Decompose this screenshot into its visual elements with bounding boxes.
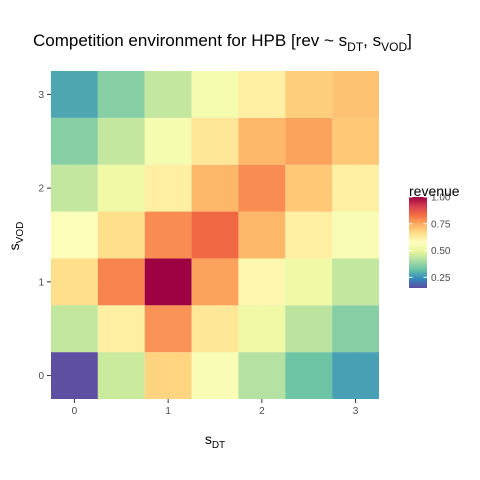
- chart-title-sub-dt: DT: [347, 40, 364, 54]
- heatmap-cell: [98, 352, 145, 399]
- heatmap-cell: [145, 258, 192, 305]
- legend-tick-label: 1.00: [431, 193, 451, 204]
- x-axis: 0 1 2 3: [72, 399, 359, 417]
- x-axis-title-main: s: [205, 431, 212, 447]
- chart-title-main: Competition environment for HPB [rev ~ s: [33, 31, 347, 50]
- heatmap-cells: [51, 71, 379, 399]
- heatmap-cell: [145, 118, 192, 165]
- heatmap-cell: [98, 212, 145, 259]
- chart-title: Competition environment for HPB [rev ~ s…: [33, 31, 412, 54]
- heatmap-cell: [332, 352, 379, 399]
- legend-tick-label: 0.75: [431, 219, 451, 230]
- heatmap-cell: [145, 352, 192, 399]
- x-tick-label: 2: [259, 406, 265, 417]
- heatmap-cell: [51, 305, 98, 352]
- legend-colorbar: [409, 197, 427, 288]
- heatmap-cell: [285, 305, 332, 352]
- heatmap-cell: [332, 258, 379, 305]
- chart-title-end: ]: [407, 31, 412, 50]
- heatmap-cell: [98, 305, 145, 352]
- x-tick-label: 0: [72, 406, 78, 417]
- chart-title-sub-vod: VOD: [381, 40, 407, 54]
- heatmap-cell: [285, 352, 332, 399]
- y-tick-label: 3: [38, 90, 44, 101]
- heatmap-cell: [192, 352, 239, 399]
- y-axis-title-sub: VOD: [15, 222, 26, 244]
- heatmap-cell: [332, 305, 379, 352]
- legend-tick-label: 0.50: [431, 246, 451, 257]
- heatmap-cell: [238, 305, 285, 352]
- heatmap-cell: [238, 258, 285, 305]
- chart-title-mid: , s: [363, 31, 381, 50]
- heatmap-cell: [285, 165, 332, 212]
- heatmap-cell: [51, 258, 98, 305]
- heatmap-cell: [285, 212, 332, 259]
- heatmap-cell: [145, 165, 192, 212]
- heatmap-cell: [332, 165, 379, 212]
- heatmap-cell: [98, 71, 145, 118]
- heatmap-cell: [51, 165, 98, 212]
- heatmap-cell: [332, 71, 379, 118]
- heatmap-cell: [192, 165, 239, 212]
- x-tick-label: 3: [353, 406, 359, 417]
- heatmap-cell: [98, 165, 145, 212]
- heatmap-cell: [285, 258, 332, 305]
- heatmap-cell: [238, 352, 285, 399]
- heatmap-cell: [238, 71, 285, 118]
- y-axis-title: sVOD: [6, 222, 26, 251]
- y-tick-label: 1: [38, 277, 44, 288]
- color-legend: revenue 0.250.500.751.00: [409, 183, 460, 288]
- heatmap-cell: [145, 305, 192, 352]
- y-tick-label: 2: [38, 184, 44, 195]
- x-axis-title-sub: DT: [212, 440, 225, 451]
- heatmap-cell: [192, 258, 239, 305]
- heatmap-cell: [145, 71, 192, 118]
- y-axis: 0 1 2 3: [38, 90, 51, 382]
- heatmap-cell: [238, 165, 285, 212]
- heatmap-cell: [51, 352, 98, 399]
- heatmap-cell: [332, 118, 379, 165]
- x-axis-title: sDT: [205, 431, 225, 451]
- heatmap-cell: [192, 305, 239, 352]
- heatmap-cell: [51, 212, 98, 259]
- heatmap-cell: [192, 71, 239, 118]
- heatmap-cell: [51, 71, 98, 118]
- y-tick-label: 0: [38, 371, 44, 382]
- heatmap-cell: [98, 258, 145, 305]
- heatmap-cell: [332, 212, 379, 259]
- heatmap-cell: [238, 212, 285, 259]
- heatmap-cell: [285, 118, 332, 165]
- y-axis-title-main: s: [6, 243, 22, 250]
- heatmap-cell: [192, 118, 239, 165]
- heatmap-cell: [51, 118, 98, 165]
- heatmap-cell: [238, 118, 285, 165]
- heatmap-cell: [98, 118, 145, 165]
- legend-tick-label: 0.25: [431, 273, 451, 284]
- heatmap-cell: [145, 212, 192, 259]
- heatmap-cell: [192, 212, 239, 259]
- heatmap-cell: [285, 71, 332, 118]
- x-tick-label: 1: [165, 406, 171, 417]
